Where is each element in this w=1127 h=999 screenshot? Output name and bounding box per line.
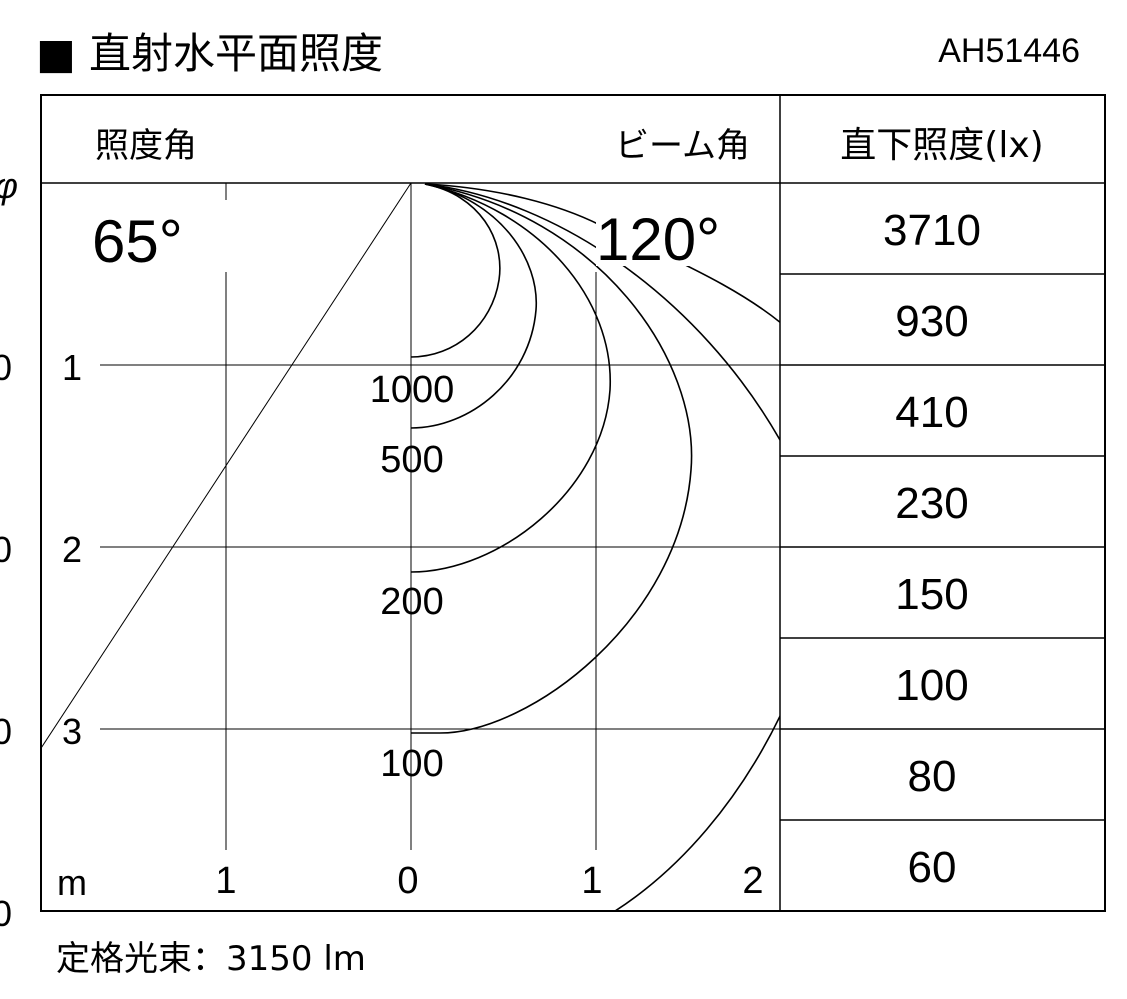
contour-label: 1000 — [370, 369, 455, 411]
center-lux-value: 150 — [895, 570, 968, 619]
beam-angle-value: 120° — [596, 206, 720, 273]
horizontal-unit-label: m — [57, 862, 87, 903]
contour-label: 200 — [380, 581, 443, 623]
isolux-curve-1000 — [410, 183, 501, 358]
cropped-label: 0 — [0, 711, 12, 752]
contour-label: 500 — [380, 439, 443, 481]
horizontal-tick-label: 1 — [581, 860, 602, 902]
title: ■ 直射水平面照度 — [36, 29, 383, 78]
center-lux-value: 410 — [895, 388, 968, 437]
isolux-curve-200 — [410, 183, 611, 573]
cropped-label: φ — [0, 165, 18, 206]
illuminance-angle-label: 照度角 — [95, 126, 197, 166]
vertical-tick-label: 2 — [62, 529, 82, 570]
center-lux-value: 100 — [895, 661, 968, 710]
center-lux-value: 80 — [908, 752, 957, 801]
cropped-label: 0 — [0, 893, 12, 934]
center-lux-table: 3710 930 410 230 150 100 80 60 — [780, 206, 1105, 892]
isolux-curve-outer-3 — [613, 714, 780, 911]
contour-label: 100 — [380, 743, 443, 785]
horizontal-tick-label: 1 — [215, 860, 236, 902]
model-number: AH51446 — [938, 32, 1080, 70]
cropped-label: 0 — [0, 347, 12, 388]
center-lux-value: 3710 — [883, 206, 981, 255]
horizontal-tick-label: 0 — [397, 860, 418, 902]
illuminance-angle-line — [41, 183, 412, 750]
center-lux-label: 直下照度(lx) — [840, 125, 1043, 166]
cropped-label: 0 — [0, 529, 12, 570]
rated-luminous-flux: 定格光束：3150 lm — [56, 939, 366, 979]
vertical-tick-label: 3 — [62, 711, 82, 752]
center-lux-value: 930 — [895, 297, 968, 346]
beam-angle-bg — [596, 196, 736, 266]
isolux-curves — [41, 183, 780, 911]
diagram-frame — [40, 94, 1106, 912]
illuminance-angle-value: 65° — [92, 208, 183, 275]
vertical-tick-label: 1 — [62, 347, 82, 388]
beam-angle-label: ビーム角 — [615, 126, 750, 166]
center-lux-value: 230 — [895, 479, 968, 528]
isolux-curve-500 — [410, 183, 538, 429]
isolux-curve-100 — [411, 183, 693, 734]
center-lux-value: 60 — [908, 843, 957, 892]
grid — [100, 183, 780, 850]
horizontal-tick-label: 2 — [742, 860, 763, 902]
